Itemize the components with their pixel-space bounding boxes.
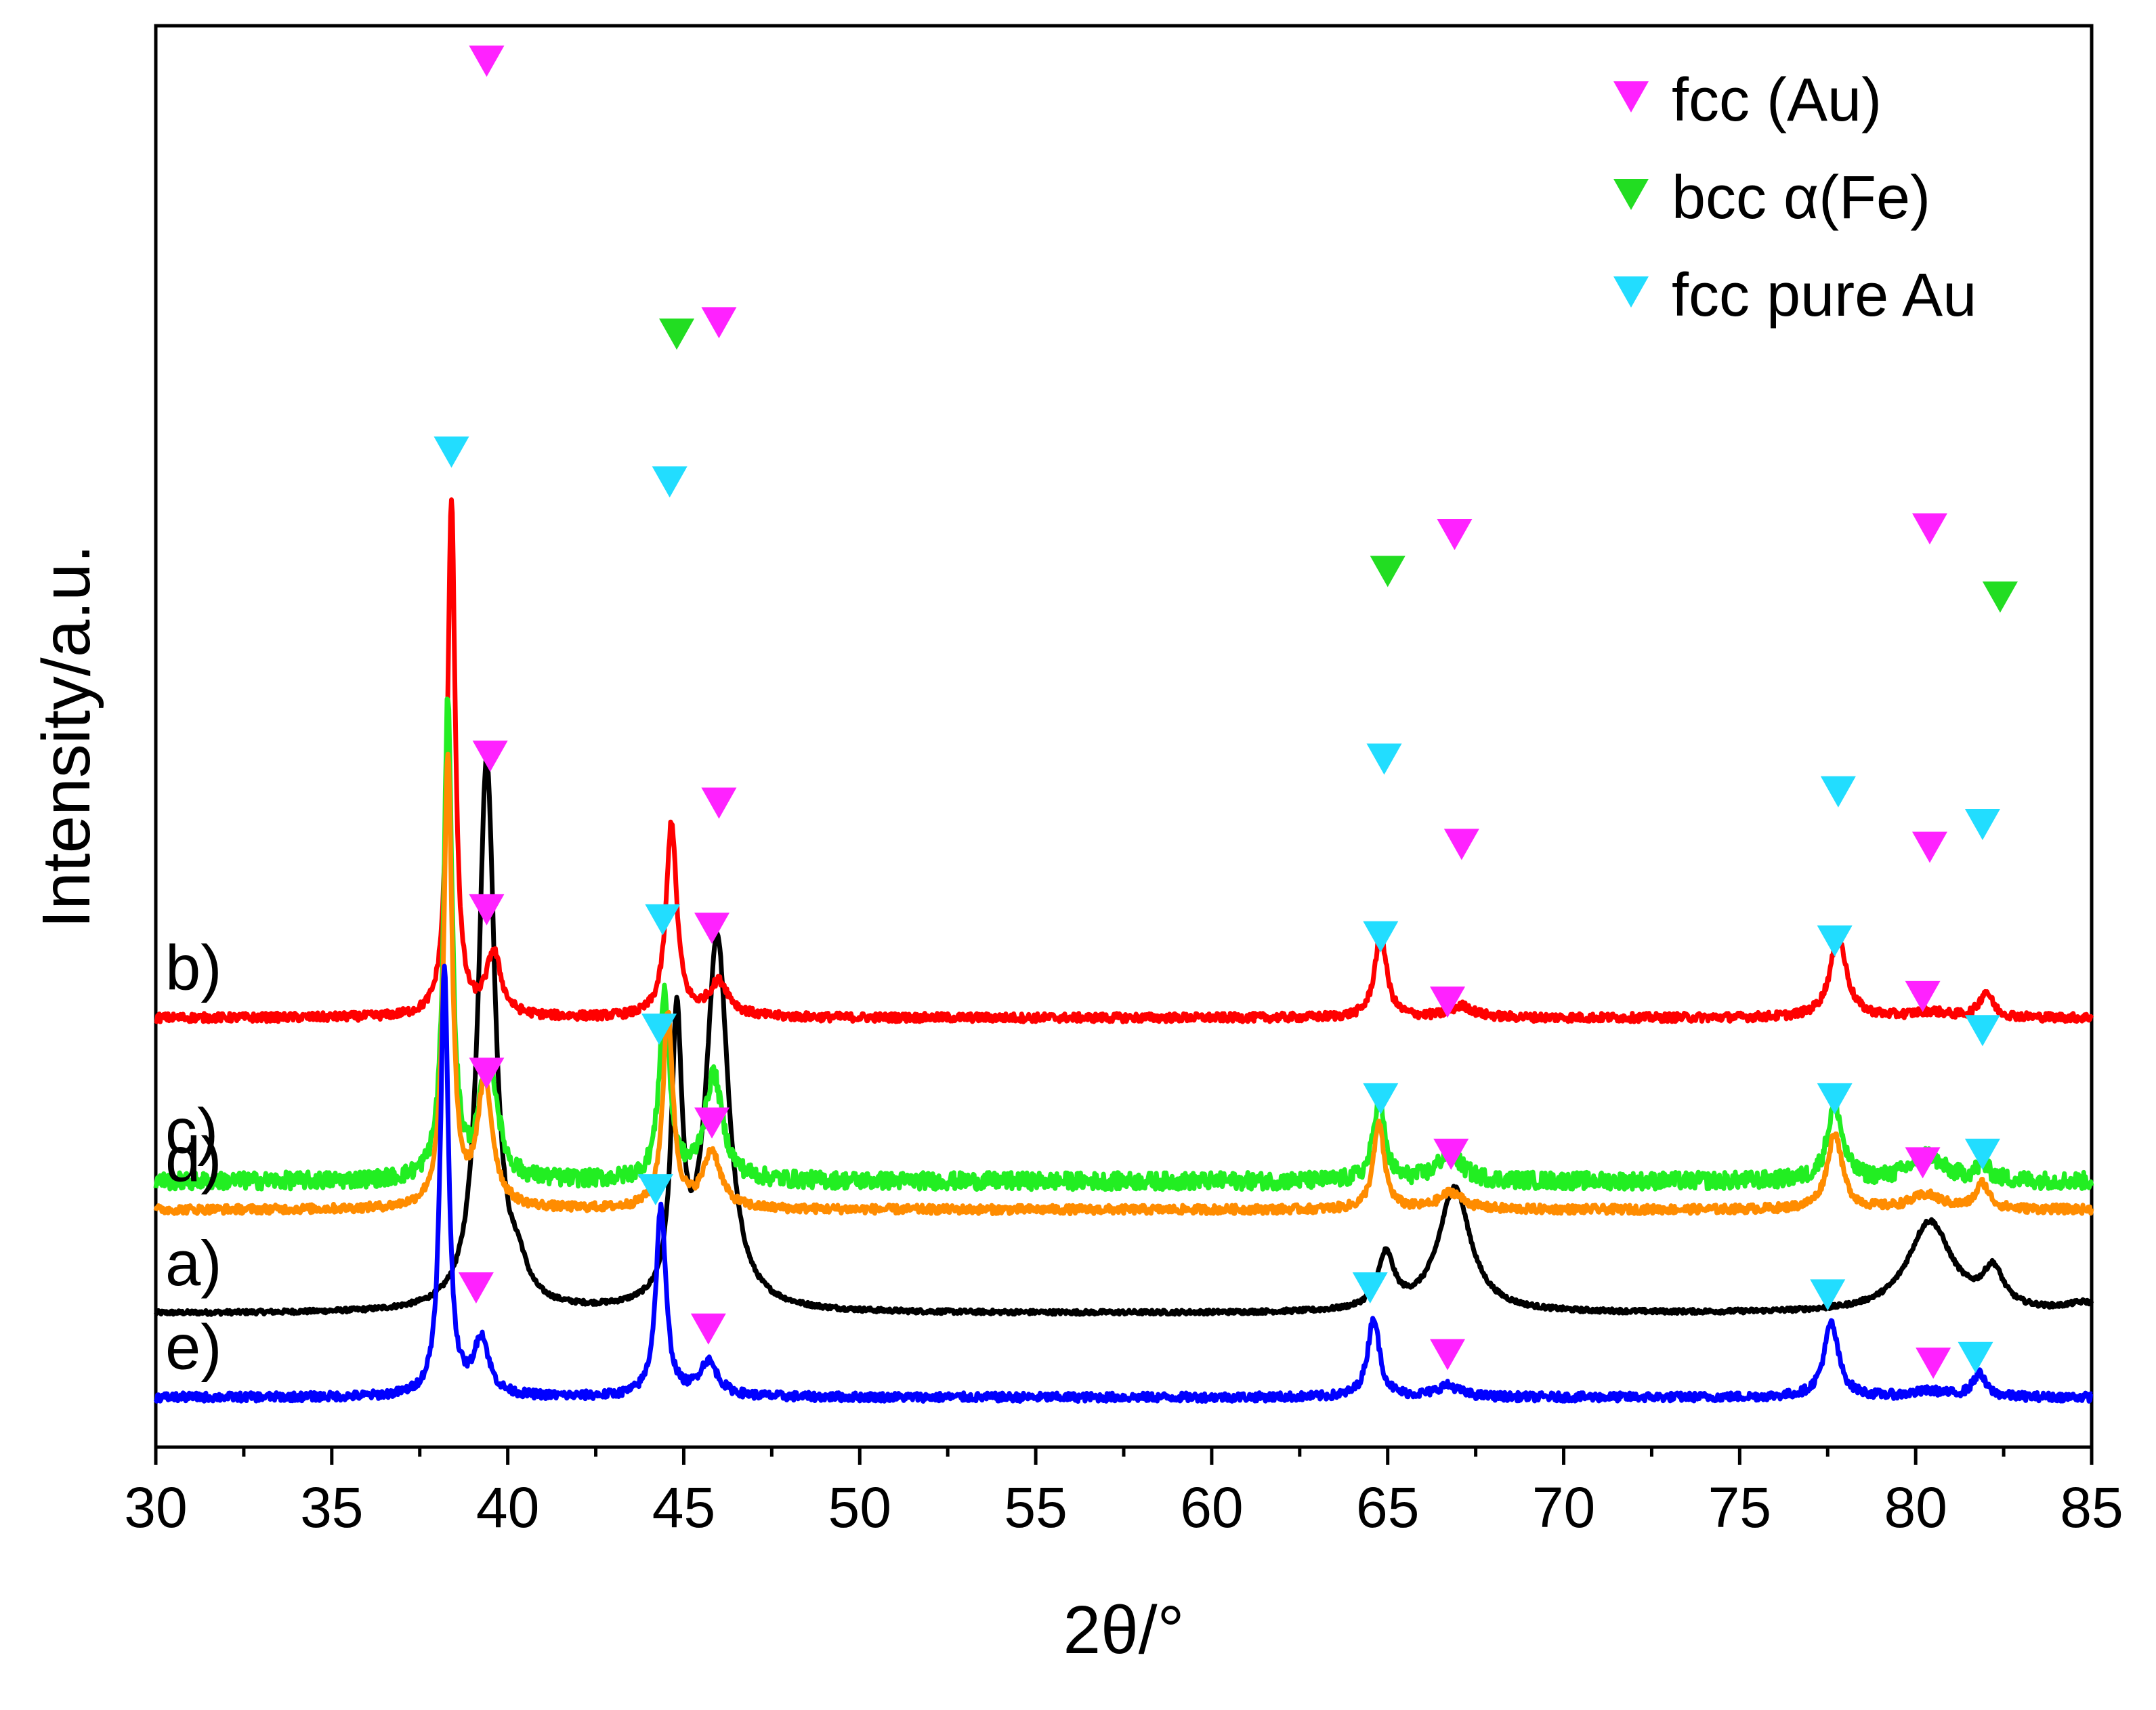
peak-marker-fcc-au [1905,1147,1941,1179]
x-tick-label: 60 [1180,1476,1243,1539]
peak-marker-bcc-fe [1982,581,2018,613]
peak-marker-fcc-au [469,1058,505,1089]
peak-marker-fcc-pure-au [1366,743,1402,775]
peak-marker-fcc-au [690,1313,726,1345]
peak-marker-fcc-pure-au [652,466,688,498]
series-curves [153,497,2094,1404]
legend-label-fcc-pure-au: fcc pure Au [1672,262,1977,329]
peak-marker-fcc-pure-au [641,1014,677,1045]
peak-marker-fcc-au [1437,519,1473,551]
series-label-e: e) [165,1312,222,1383]
x-tick-label: 65 [1356,1476,1419,1539]
peak-marker-fcc-pure-au [637,1174,673,1206]
series-line-d [153,751,2094,1217]
peak-marker-fcc-au [701,787,737,819]
legend-label-fcc-au: fcc (Au) [1672,66,1882,134]
peak-markers [434,45,2018,1379]
series-line-b [154,497,2094,1024]
peak-marker-fcc-au [1430,1339,1466,1371]
peak-marker-bcc-fe [659,318,695,350]
x-tick-label: 40 [476,1476,539,1539]
peak-marker-fcc-pure-au [1363,921,1399,953]
peak-marker-fcc-au [1433,1138,1469,1170]
peak-marker-fcc-pure-au [1958,1341,1993,1373]
peak-marker-fcc-pure-au [434,436,469,468]
series-label-b: b) [165,932,222,1003]
peak-marker-fcc-au [1916,1348,1951,1379]
peak-marker-fcc-pure-au [1817,925,1853,957]
x-tick-label: 45 [652,1476,715,1539]
x-axis-ticks: 30 35 40 45 50 55 60 65 70 75 80 85 [124,1447,2123,1539]
peak-marker-fcc-pure-au [645,904,681,936]
peak-marker-fcc-au [469,45,505,77]
x-tick-label: 50 [828,1476,891,1539]
peak-marker-fcc-au [1905,980,1941,1012]
peak-marker-fcc-au [694,913,730,944]
peak-marker-fcc-au [1430,986,1466,1018]
x-tick-label: 80 [1884,1476,1947,1539]
peak-marker-fcc-au [701,307,737,339]
peak-marker-fcc-au [1443,829,1479,860]
x-tick-label: 55 [1004,1476,1067,1539]
peak-marker-fcc-pure-au [1810,1279,1846,1311]
legend-marker-fcc-au [1613,81,1649,112]
peak-marker-fcc-au [469,894,505,925]
x-tick-label: 70 [1532,1476,1595,1539]
legend-marker-fcc-pure-au [1613,276,1649,308]
legend-marker-bcc-fe [1613,179,1649,210]
x-tick-label: 30 [124,1476,187,1539]
peak-marker-fcc-au [694,1107,730,1139]
peak-marker-fcc-au [1911,831,1947,863]
x-tick-label: 85 [2060,1476,2123,1539]
x-tick-label: 75 [1708,1476,1771,1539]
peak-marker-fcc-au [1911,513,1947,545]
peak-marker-fcc-pure-au [1820,776,1856,808]
y-axis-title: Intensity/a.u. [28,545,104,929]
peak-marker-fcc-pure-au [1964,1015,2000,1047]
peak-marker-bcc-fe [1370,556,1405,587]
peak-marker-fcc-pure-au [1352,1272,1388,1304]
legend-label-bcc-fe: bcc α(Fe) [1672,164,1930,232]
series-label-c: c) [165,1096,218,1167]
series-label-d: d) [165,1124,222,1195]
peak-marker-fcc-au [458,1272,494,1304]
series-label-a: a) [165,1228,222,1299]
peak-marker-fcc-pure-au [1363,1083,1399,1114]
peak-marker-fcc-pure-au [1964,1138,2000,1170]
x-tick-label: 35 [300,1476,363,1539]
peak-marker-fcc-au [472,741,508,772]
peak-marker-fcc-pure-au [1964,808,2000,840]
peak-marker-fcc-pure-au [1817,1083,1853,1114]
legend: fcc (Au) bcc α(Fe) fcc pure Au [1613,66,1977,329]
series-labels: a) b) c)d) e) [165,932,222,1382]
x-axis-title: 2θ/° [1063,1592,1184,1668]
series-line-e [153,963,2094,1404]
